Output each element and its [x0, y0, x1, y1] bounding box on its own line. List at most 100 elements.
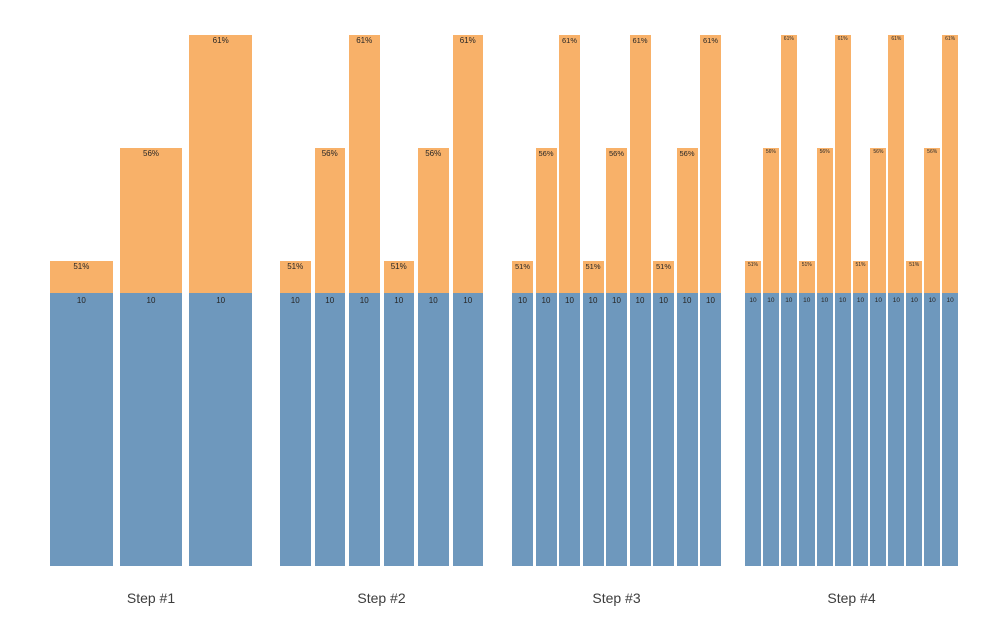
bar-base-segment: 10: [906, 293, 923, 566]
bar-top-segment: 61%: [834, 35, 851, 293]
bar-base-segment: 10: [582, 293, 604, 566]
bar-top-segment: 61%: [452, 35, 483, 293]
bar-top-segment: 56%: [606, 148, 627, 293]
bar-top-label: 51%: [655, 262, 671, 271]
bar-base-label: 10: [325, 296, 335, 305]
bar-top-segment: 51%: [280, 261, 311, 293]
bar-group: 51% 10 56% 10 61% 10 51% 10 56% 10 61% 10: [280, 0, 483, 566]
bar-top-label: 56%: [765, 149, 776, 155]
bar-top-label: 56%: [927, 149, 938, 155]
bar-top-label: 51%: [514, 262, 530, 271]
bar-top-segment: 61%: [559, 35, 580, 293]
bar-top-segment: 56%: [314, 148, 345, 293]
bar-top-segment: 56%: [762, 148, 779, 293]
bar-top-label: 56%: [143, 149, 160, 158]
bar-top-label: 51%: [801, 262, 812, 268]
stacked-bar: 61% 10: [942, 35, 959, 566]
bar-top-segment: 61%: [349, 35, 380, 293]
bar-top-label: 61%: [702, 36, 718, 45]
bar-base-label: 10: [428, 296, 438, 305]
group-axis-label: Step #2: [357, 590, 406, 606]
bar-base-segment: 10: [50, 293, 113, 566]
stacked-bar: 56% 10: [314, 148, 345, 566]
stacked-bar: 51% 10: [582, 261, 604, 566]
stacked-bar: 51% 10: [798, 261, 815, 566]
bar-base-label: 10: [463, 296, 473, 305]
bar-top-segment: 61%: [189, 35, 253, 293]
stacked-bar: 51% 10: [512, 261, 533, 566]
bar-base-segment: 10: [606, 293, 627, 566]
bar-base-segment: 10: [676, 293, 698, 566]
bar-base-label: 10: [146, 296, 156, 305]
bar-top-label: 61%: [212, 36, 229, 45]
stacked-bar: 51% 10: [50, 261, 113, 566]
stacked-bar: 56% 10: [870, 148, 887, 566]
bar-top-label: 51%: [747, 262, 758, 268]
bar-top-segment: 61%: [700, 35, 721, 293]
bar-top-label: 56%: [425, 149, 442, 158]
bar-top-label: 56%: [679, 149, 695, 158]
bar-top-segment: 51%: [906, 261, 923, 293]
bar-top-label: 51%: [390, 262, 407, 271]
bar-base-label: 10: [767, 297, 775, 304]
bar-group: 51% 10 56% 10 61% 10 51% 10 56% 10 61% 10 51% 10 56% 10…: [745, 0, 959, 566]
stacked-bar: 61% 10: [700, 35, 721, 566]
bar-base-segment: 10: [418, 293, 449, 566]
stacked-bar: 56% 10: [762, 148, 779, 566]
bar-base-label: 10: [612, 296, 621, 305]
bar-base-segment: 10: [314, 293, 345, 566]
bar-top-label: 56%: [873, 149, 884, 155]
stacked-bar: 56% 10: [924, 148, 941, 566]
bar-base-label: 10: [565, 296, 574, 305]
bar-top-segment: 56%: [676, 148, 698, 293]
bar-top-label: 61%: [783, 36, 794, 42]
bar-top-label: 51%: [855, 262, 866, 268]
bar-base-segment: 10: [888, 293, 905, 566]
bar-base-segment: 10: [349, 293, 380, 566]
bar-top-segment: 51%: [50, 261, 113, 293]
bar-base-segment: 10: [119, 293, 183, 566]
bar-base-label: 10: [216, 296, 226, 305]
bar-base-label: 10: [76, 296, 86, 305]
bar-base-label: 10: [838, 297, 847, 304]
bar-base-label: 10: [856, 297, 865, 304]
bar-base-segment: 10: [383, 293, 414, 566]
bar-base-label: 10: [541, 296, 551, 305]
bar-base-label: 10: [910, 297, 918, 304]
stacked-bar: 61% 10: [189, 35, 253, 566]
stacked-bar: 56% 10: [119, 148, 183, 566]
bar-base-segment: 10: [852, 293, 869, 566]
bar-top-label: 56%: [321, 149, 338, 158]
bar-top-label: 61%: [356, 36, 373, 45]
bar-top-segment: 56%: [535, 148, 557, 293]
bar-top-label: 51%: [909, 262, 920, 268]
bar-base-label: 10: [785, 297, 793, 304]
stacked-bar: 61% 10: [559, 35, 580, 566]
bar-top-label: 61%: [632, 36, 648, 45]
bar-top-label: 61%: [837, 36, 848, 42]
group-axis-label: Step #4: [827, 590, 876, 606]
bar-base-label: 10: [682, 296, 692, 305]
bar-top-label: 61%: [459, 36, 476, 45]
bar-top-segment: 51%: [852, 261, 869, 293]
stacked-bar: 61% 10: [834, 35, 851, 566]
bar-top-label: 51%: [287, 262, 304, 271]
stacked-bar: 56% 10: [606, 148, 627, 566]
bar-base-segment: 10: [924, 293, 941, 566]
stacked-bar: 56% 10: [535, 148, 557, 566]
bar-base-label: 10: [803, 297, 811, 304]
stacked-bar: 61% 10: [780, 35, 797, 566]
stacked-bar: 56% 10: [816, 148, 833, 566]
bar-base-label: 10: [946, 297, 954, 304]
bar-base-segment: 10: [816, 293, 833, 566]
bar-base-segment: 10: [798, 293, 815, 566]
bar-base-label: 10: [706, 296, 715, 305]
stacked-bar: 51% 10: [906, 261, 923, 566]
bar-top-label: 56%: [608, 149, 624, 158]
stacked-bar: 51% 10: [280, 261, 311, 566]
bar-base-segment: 10: [834, 293, 851, 566]
group-axis-label: Step #3: [592, 590, 641, 606]
bar-base-segment: 10: [280, 293, 311, 566]
bar-base-label: 10: [928, 297, 936, 304]
stacked-bar: 61% 10: [452, 35, 483, 566]
